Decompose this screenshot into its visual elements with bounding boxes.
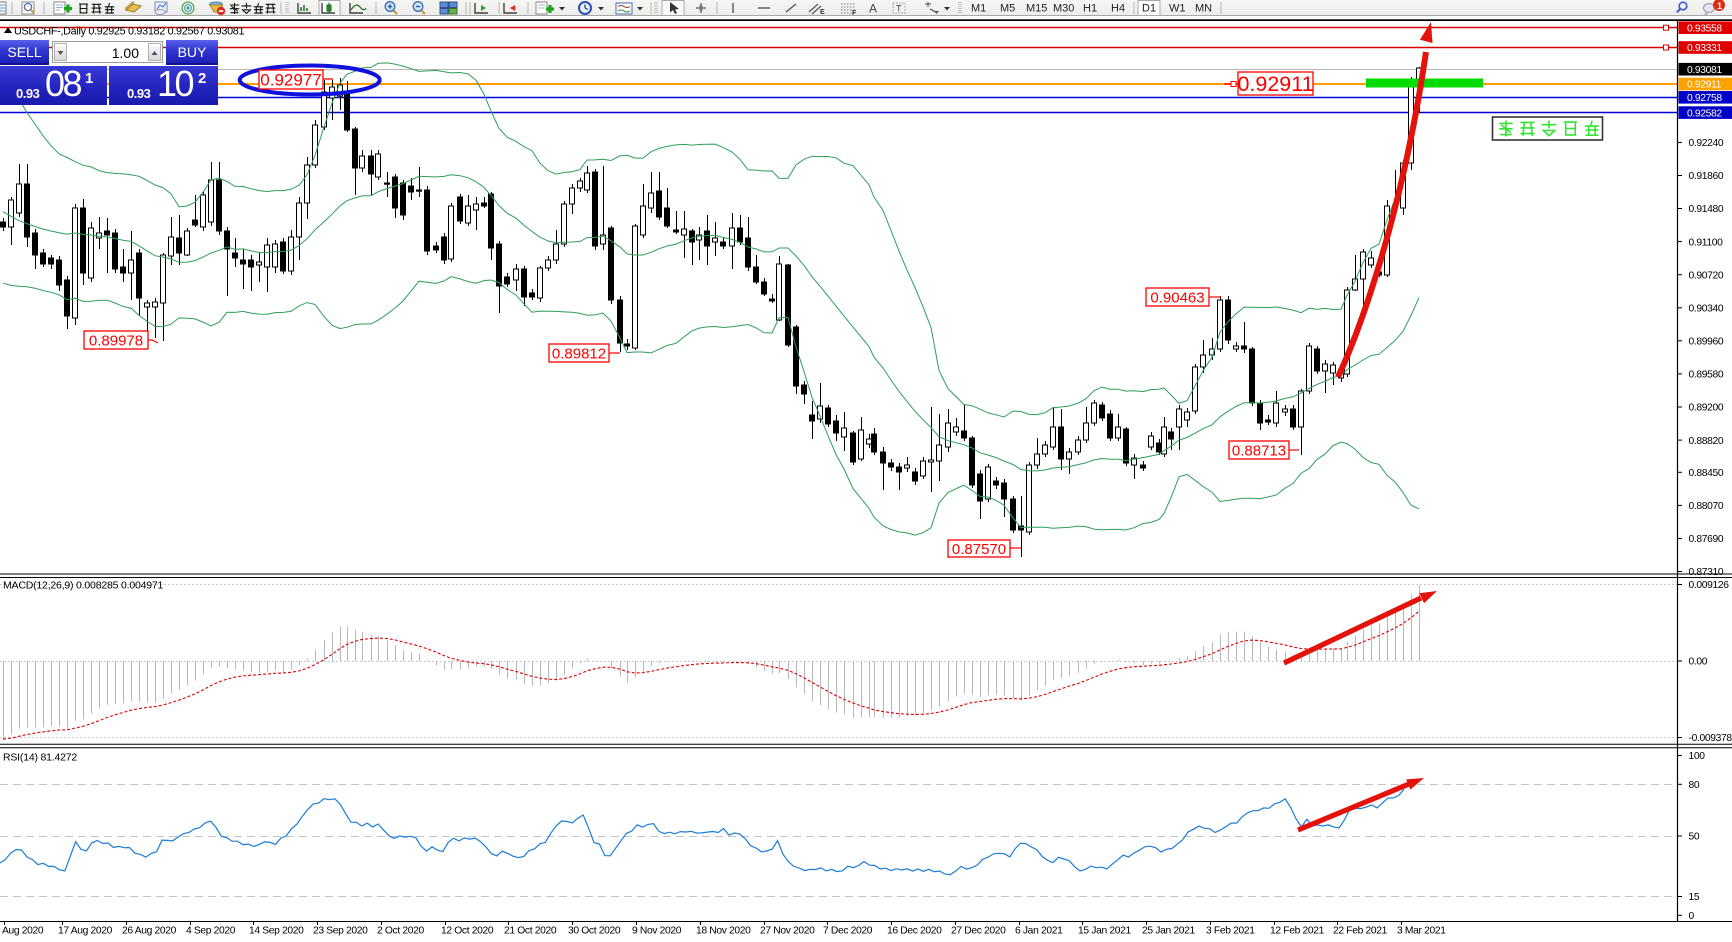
svg-text:0.92911: 0.92911 [1687, 80, 1722, 91]
svg-text:M1: M1 [971, 3, 986, 15]
svg-text:T: T [896, 4, 902, 14]
svg-text:D1: D1 [1142, 3, 1156, 15]
svg-text:0.87690: 0.87690 [1689, 534, 1724, 545]
svg-text:0.87570: 0.87570 [952, 541, 1006, 558]
svg-text:0.91480: 0.91480 [1689, 204, 1724, 215]
svg-text:22 Feb 2021: 22 Feb 2021 [1333, 926, 1388, 937]
svg-text:3 Mar 2021: 3 Mar 2021 [1397, 926, 1446, 937]
svg-text:H1: H1 [1083, 3, 1097, 15]
svg-text:0.88070: 0.88070 [1689, 501, 1724, 512]
svg-text:0.92240: 0.92240 [1689, 138, 1724, 149]
svg-text:0.90340: 0.90340 [1689, 304, 1724, 315]
svg-text:Aug 2020: Aug 2020 [2, 926, 44, 937]
svg-text:17 Aug 2020: 17 Aug 2020 [58, 926, 113, 937]
svg-text:27 Nov 2020: 27 Nov 2020 [760, 926, 815, 937]
svg-text:16 Dec 2020: 16 Dec 2020 [887, 926, 942, 937]
svg-text:0.92911: 0.92911 [1237, 72, 1313, 96]
svg-text:9 Nov 2020: 9 Nov 2020 [632, 926, 682, 937]
svg-text:0.009126: 0.009126 [1689, 580, 1730, 591]
svg-text:12 Feb 2021: 12 Feb 2021 [1270, 926, 1325, 937]
svg-text:23 Sep 2020: 23 Sep 2020 [313, 926, 368, 937]
svg-text:0.89200: 0.89200 [1689, 403, 1724, 414]
svg-text:15: 15 [1689, 892, 1700, 903]
svg-text:6 Jan 2021: 6 Jan 2021 [1015, 926, 1063, 937]
svg-text:50: 50 [1689, 832, 1700, 843]
svg-text:H4: H4 [1111, 3, 1125, 15]
svg-text:0.87310: 0.87310 [1689, 567, 1724, 578]
svg-text:0.90463: 0.90463 [1150, 289, 1204, 306]
svg-text:M30: M30 [1053, 3, 1074, 15]
svg-text:4 Sep 2020: 4 Sep 2020 [186, 926, 236, 937]
svg-text:0.93081: 0.93081 [1687, 65, 1722, 76]
svg-text:14 Sep 2020: 14 Sep 2020 [249, 926, 304, 937]
svg-text:15 Jan 2021: 15 Jan 2021 [1078, 926, 1131, 937]
svg-text:3 Feb 2021: 3 Feb 2021 [1206, 926, 1255, 937]
svg-text:26 Aug 2020: 26 Aug 2020 [122, 926, 177, 937]
svg-text:7 Dec 2020: 7 Dec 2020 [823, 926, 873, 937]
svg-text:80: 80 [1689, 780, 1700, 791]
svg-text:25 Jan 2021: 25 Jan 2021 [1142, 926, 1195, 937]
svg-text:F: F [852, 10, 857, 16]
svg-text:18 Nov 2020: 18 Nov 2020 [696, 926, 751, 937]
svg-text:USDCHF-,Daily 0.92925 0.93182: USDCHF-,Daily 0.92925 0.93182 0.92567 0.… [14, 25, 244, 37]
svg-text:2 Oct 2020: 2 Oct 2020 [377, 926, 424, 937]
svg-text:W1: W1 [1169, 3, 1186, 15]
svg-text:M15: M15 [1026, 3, 1047, 15]
svg-text:0.93558: 0.93558 [1687, 23, 1722, 34]
svg-text:0.91100: 0.91100 [1689, 237, 1724, 248]
svg-text:-0.009378: -0.009378 [1689, 733, 1732, 744]
svg-text:0.88820: 0.88820 [1689, 436, 1724, 447]
svg-text:0.89978: 0.89978 [89, 332, 143, 349]
svg-text:0.91860: 0.91860 [1689, 171, 1724, 182]
svg-text:0.00: 0.00 [1689, 657, 1708, 668]
svg-text:0.90720: 0.90720 [1689, 270, 1724, 281]
svg-text:21 Oct 2020: 21 Oct 2020 [504, 926, 557, 937]
svg-text:27 Dec 2020: 27 Dec 2020 [951, 926, 1006, 937]
svg-text:0.92977: 0.92977 [260, 71, 321, 90]
svg-text:A: A [869, 2, 877, 16]
svg-text:MN: MN [1195, 3, 1212, 15]
svg-text:0.93331: 0.93331 [1687, 43, 1722, 54]
svg-text:0.89960: 0.89960 [1689, 337, 1724, 348]
svg-text:1: 1 [1717, 1, 1722, 11]
svg-text:0.92758: 0.92758 [1687, 93, 1722, 104]
svg-text:0.88713: 0.88713 [1232, 442, 1286, 459]
svg-text:30 Oct 2020: 30 Oct 2020 [568, 926, 621, 937]
svg-text:0.92582: 0.92582 [1687, 108, 1722, 119]
svg-text:0.88450: 0.88450 [1689, 468, 1724, 479]
svg-text:E: E [820, 9, 825, 16]
svg-text:12 Oct 2020: 12 Oct 2020 [441, 926, 494, 937]
svg-text:100: 100 [1689, 751, 1706, 762]
svg-text:0.89580: 0.89580 [1689, 370, 1724, 381]
svg-text:MACD(12,26,9) 0.008285 0.00497: MACD(12,26,9) 0.008285 0.004971 [3, 580, 164, 592]
svg-text:0: 0 [1689, 911, 1695, 922]
svg-text:0.89812: 0.89812 [552, 345, 606, 362]
svg-text:RSI(14) 81.4272: RSI(14) 81.4272 [3, 752, 77, 764]
svg-text:M5: M5 [1000, 3, 1015, 15]
